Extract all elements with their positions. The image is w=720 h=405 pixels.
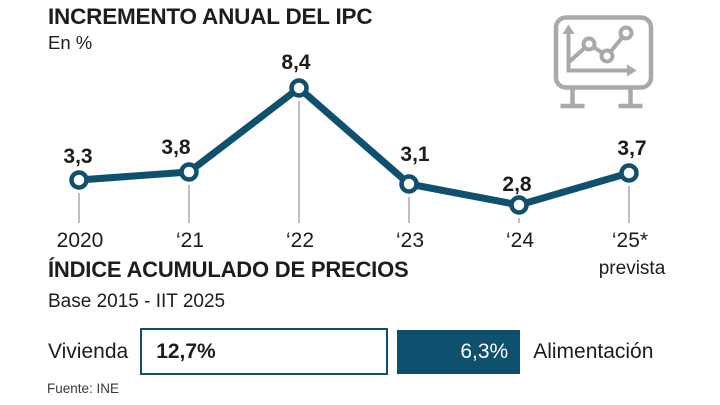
bar-label-vivienda: Vivienda	[48, 339, 129, 363]
axis-label-year: ‘25*	[612, 229, 648, 252]
icon-point-3	[618, 25, 634, 41]
value-label: 8,4	[281, 51, 311, 74]
chart1-subtitle: En %	[48, 32, 93, 53]
data-point-marker	[619, 163, 639, 183]
board-frame	[553, 15, 654, 90]
accumulated-price-bars: Vivienda 12,7% 6,3% Alimentación	[48, 328, 653, 375]
data-point-marker	[179, 162, 199, 182]
value-label: 3,8	[161, 136, 191, 159]
icon-y-arrowhead	[562, 24, 575, 34]
value-label: 2,8	[502, 173, 532, 196]
bar-vivienda: 12,7%	[140, 328, 389, 375]
source-note: Fuente: INE	[47, 381, 120, 396]
bar-vivienda-value: 12,7%	[156, 339, 216, 363]
axis-label-year: ‘23	[396, 229, 424, 252]
axis-label-year: 2020	[57, 229, 104, 252]
axis-label-year: ‘22	[286, 229, 314, 252]
chart2-subtitle: Base 2015 - IIT 2025	[48, 291, 226, 312]
icon-trend-line	[567, 31, 628, 64]
data-point-marker	[509, 195, 529, 215]
bar-alimentacion-value: 6,3%	[460, 339, 509, 363]
icon-x-arrowhead	[627, 64, 637, 77]
bar-label-alimentacion: Alimentación	[533, 339, 654, 363]
data-point-marker	[399, 174, 419, 194]
icon-point-1	[581, 36, 597, 52]
chart2-title: ÍNDICE ACUMULADO DE PRECIOS	[48, 257, 409, 282]
value-label: 3,1	[400, 143, 430, 166]
data-point-marker	[69, 170, 89, 190]
prevista-note: prevista	[599, 258, 666, 279]
bar-alimentacion: 6,3%	[397, 329, 521, 374]
value-label: 3,3	[63, 145, 92, 168]
chart1-title: INCREMENTO ANUAL DEL IPC	[48, 4, 373, 29]
ipc-trend-line	[78, 84, 630, 209]
line-chart-board-icon	[553, 15, 654, 109]
axis-label-year: ‘24	[506, 229, 534, 252]
axis-label-year: ‘21	[176, 229, 204, 252]
value-label: 3,7	[617, 137, 646, 160]
icon-point-2	[599, 48, 615, 64]
ipc-line-chart: 3,3 3,8 8,4 3,1 2,8 3,7 2020 ‘21 ‘22 ‘23 ‘24 ‘25* pr…	[57, 51, 666, 279]
data-point-marker	[289, 78, 309, 98]
